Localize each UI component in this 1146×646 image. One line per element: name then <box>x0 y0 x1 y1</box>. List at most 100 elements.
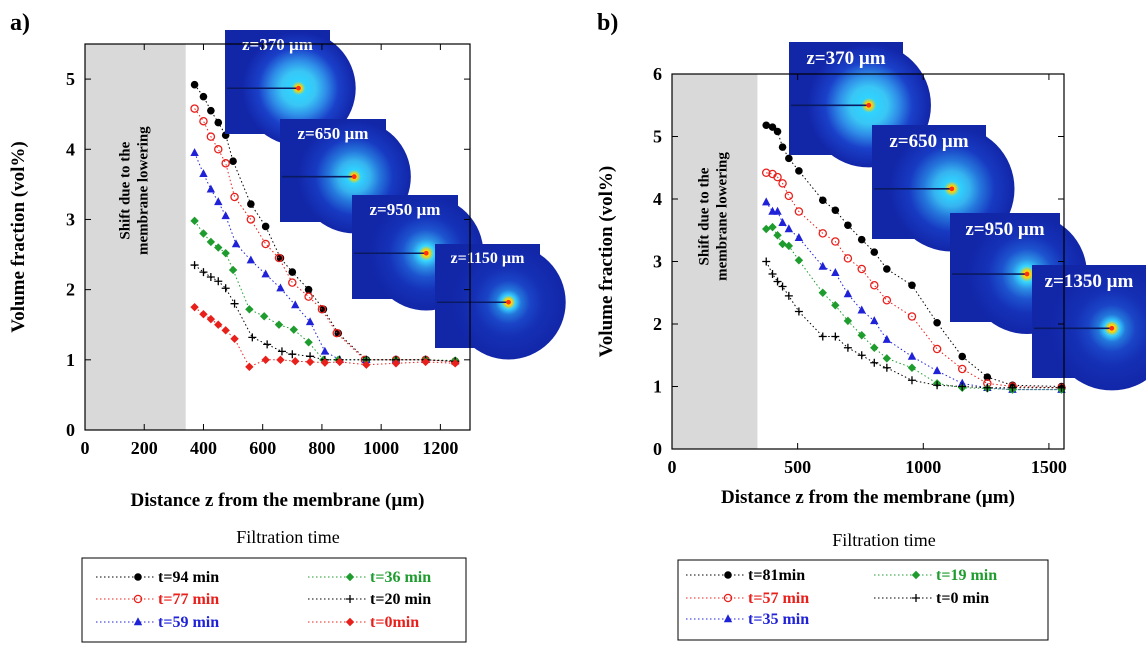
data-point <box>794 307 803 316</box>
data-point <box>778 218 787 226</box>
data-point <box>870 358 879 367</box>
data-point <box>288 278 297 287</box>
data-point <box>773 206 782 215</box>
beam-center <box>1109 325 1115 331</box>
data-point <box>784 241 794 251</box>
data-point <box>870 316 879 325</box>
diffraction-inset: z=370 µm <box>225 30 356 146</box>
data-point <box>450 359 460 368</box>
data-point <box>870 343 879 352</box>
data-point <box>206 273 215 282</box>
data-point <box>818 332 827 341</box>
data-point <box>305 357 315 367</box>
legend-title: Filtration time <box>236 527 340 547</box>
legend-entry: t=81min <box>686 567 805 584</box>
data-point <box>199 169 208 178</box>
data-point <box>831 206 840 215</box>
inset-label: z=950 µm <box>370 200 441 219</box>
data-point <box>190 80 199 89</box>
data-point <box>818 261 827 270</box>
data-point <box>882 354 892 363</box>
data-point <box>228 265 238 275</box>
shaded-region-label-line1: Shift due to the <box>697 167 713 265</box>
data-point <box>261 239 270 249</box>
legend-label: t=77 min <box>158 591 219 608</box>
diffraction-inset: z=1350 µm <box>1032 265 1146 391</box>
data-point <box>230 334 239 343</box>
data-point <box>794 256 804 265</box>
y-tick-label: 6 <box>653 64 662 84</box>
legend-label: t=94 min <box>158 569 219 586</box>
legend-label: t=19 min <box>936 567 997 584</box>
data-point <box>882 363 891 372</box>
legend-label: t=0 min <box>936 590 989 607</box>
data-point <box>831 237 840 246</box>
series-line <box>766 124 1062 387</box>
data-point <box>263 340 272 349</box>
data-point <box>1008 383 1017 392</box>
data-point <box>958 382 967 391</box>
data-point <box>190 216 199 226</box>
x-tick-label: 1000 <box>905 457 941 477</box>
data-point <box>933 318 941 327</box>
y-tick-label: 4 <box>653 189 662 209</box>
legend-marker <box>723 593 733 603</box>
data-point <box>785 154 793 163</box>
data-point <box>304 292 313 301</box>
inset-label: z=650 µm <box>298 124 369 143</box>
legend-marker <box>724 571 732 579</box>
data-point <box>907 363 917 372</box>
data-point <box>214 277 223 286</box>
y-tick-label: 5 <box>653 127 662 147</box>
data-point <box>391 359 401 368</box>
data-point <box>983 373 992 381</box>
beam-center <box>1024 271 1030 277</box>
data-point <box>761 168 771 177</box>
x-axis-label: Distance z from the membrane (µm) <box>131 490 425 511</box>
inset-label: z=950 µm <box>965 219 1044 240</box>
data-point <box>818 288 827 297</box>
data-point <box>229 157 237 166</box>
shaded-region-label-line2: membrane lowering <box>715 152 731 281</box>
shaded-region-label: Shift due to the membrane lowering <box>697 152 731 281</box>
inset-label: z=1350 µm <box>1045 271 1134 292</box>
legend-entry: t=0 min <box>874 590 989 607</box>
data-point <box>214 118 223 127</box>
data-point <box>768 270 777 278</box>
y-tick-label: 4 <box>66 139 75 159</box>
beam-center <box>866 102 872 108</box>
data-point <box>304 285 313 294</box>
y-tick-label: 0 <box>66 420 75 440</box>
data-point <box>784 191 794 201</box>
legend-label: t=20 min <box>370 591 431 608</box>
data-point <box>773 127 782 136</box>
x-tick-label: 600 <box>249 438 276 458</box>
data-point <box>261 222 270 231</box>
data-point <box>332 328 341 338</box>
data-point <box>795 167 803 175</box>
data-point <box>207 106 215 115</box>
data-point <box>932 344 942 354</box>
data-point <box>291 300 300 309</box>
data-point <box>291 357 300 366</box>
data-point <box>259 312 269 321</box>
data-point <box>206 314 216 324</box>
x-tick-label: 200 <box>131 438 158 458</box>
data-point <box>843 289 853 298</box>
data-point <box>778 143 787 151</box>
panel-label: a) <box>10 10 30 36</box>
data-point <box>277 347 286 356</box>
data-point <box>320 358 330 367</box>
legend-marker <box>345 617 355 627</box>
data-point <box>778 179 787 188</box>
panel-label: b) <box>597 10 618 36</box>
data-point <box>768 123 777 131</box>
legend-title: Filtration time <box>832 530 936 550</box>
series-t-0min <box>190 302 460 372</box>
data-point <box>794 233 804 241</box>
data-point <box>773 172 782 182</box>
shaded-region <box>672 74 758 449</box>
data-point <box>857 264 866 274</box>
data-point <box>762 197 771 206</box>
data-point <box>320 346 330 355</box>
